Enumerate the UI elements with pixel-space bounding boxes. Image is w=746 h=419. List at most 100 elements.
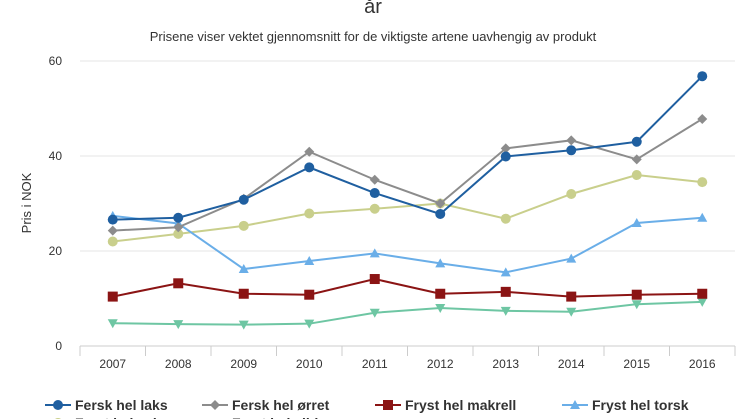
legend-label: Fryst hel torsk (592, 397, 689, 413)
data-point[interactable] (107, 236, 118, 247)
data-point[interactable] (435, 288, 446, 299)
data-point[interactable] (566, 253, 577, 263)
legend-item[interactable]: Fryst hel sei (45, 415, 157, 419)
data-point[interactable] (369, 248, 380, 258)
x-tick-label: 2013 (492, 357, 519, 371)
data-point[interactable] (566, 307, 577, 317)
x-tick-label: 2010 (296, 357, 323, 371)
data-point[interactable] (697, 212, 708, 222)
legend-label: Fryst hel sei (75, 415, 157, 419)
series-line[interactable] (112, 214, 703, 274)
series-line[interactable] (112, 118, 703, 232)
data-point[interactable] (369, 274, 380, 285)
y-tick-label: 0 (55, 339, 62, 353)
legend-item[interactable]: Fryst hel torsk (562, 397, 689, 413)
y-tick-label: 40 (49, 149, 63, 163)
data-point[interactable] (566, 135, 577, 146)
chart-subtitle: Prisene viser vektet gjennomsnitt for de… (150, 29, 597, 44)
series-4 (107, 170, 708, 247)
legend-item[interactable]: Fryst hel makrell (375, 397, 516, 413)
y-tick-label: 20 (49, 244, 63, 258)
data-point[interactable] (304, 208, 315, 219)
axis-ticks: 0 20 40 60 2007 2008 2009 2010 2011 2012 2013 2014 2… (49, 54, 736, 371)
data-point[interactable] (435, 258, 446, 268)
data-point[interactable] (369, 188, 380, 199)
data-point[interactable] (173, 222, 184, 233)
x-tick-label: 2009 (230, 357, 257, 371)
legend-item[interactable]: Fryst hel sild (202, 415, 318, 419)
legend-item[interactable]: Fersk hel ørret (202, 397, 330, 413)
data-point[interactable] (238, 220, 249, 231)
series-1 (107, 113, 708, 236)
data-point[interactable] (566, 189, 577, 199)
data-point[interactable] (697, 297, 708, 307)
y-tick-label: 60 (49, 54, 63, 68)
data-point[interactable] (500, 267, 511, 277)
data-point[interactable] (107, 214, 118, 225)
legend-marker (383, 400, 393, 410)
data-point[interactable] (238, 320, 249, 330)
legend-label: Fryst hel sild (232, 415, 318, 419)
data-point[interactable] (173, 228, 184, 239)
data-point[interactable] (435, 304, 446, 313)
data-point[interactable] (500, 151, 511, 162)
data-point[interactable] (631, 154, 642, 165)
legend-label: Fersk hel laks (75, 397, 168, 413)
data-point[interactable] (304, 319, 315, 329)
x-tick-label: 2015 (623, 357, 650, 371)
data-point[interactable] (697, 288, 708, 299)
x-tick-label: 2016 (689, 357, 716, 371)
data-point[interactable] (238, 194, 249, 205)
series-3 (107, 210, 708, 277)
legend[interactable]: Fersk hel laks Fersk hel ørret Fryst hel m… (45, 397, 689, 419)
data-point[interactable] (173, 278, 184, 289)
data-point[interactable] (566, 145, 577, 156)
series-0 (107, 71, 708, 225)
data-point[interactable] (631, 170, 642, 180)
series-line[interactable] (112, 300, 703, 326)
legend-marker (210, 400, 220, 410)
legend-item[interactable]: Fersk hel laks (45, 397, 168, 413)
data-point[interactable] (107, 225, 118, 236)
data-point[interactable] (697, 177, 708, 188)
series-group (107, 71, 708, 330)
data-point[interactable] (500, 213, 511, 224)
series-line[interactable] (112, 173, 703, 243)
data-point[interactable] (173, 320, 184, 330)
data-point[interactable] (435, 198, 446, 209)
data-point[interactable] (369, 174, 380, 185)
data-point[interactable] (631, 136, 642, 147)
data-point[interactable] (107, 319, 118, 329)
x-tick-label: 2007 (99, 357, 126, 371)
data-point[interactable] (435, 208, 446, 219)
x-tick-label: 2008 (165, 357, 192, 371)
legend-label: Fersk hel ørret (232, 397, 330, 413)
data-point[interactable] (631, 300, 642, 310)
data-point[interactable] (304, 255, 315, 265)
series-line[interactable] (112, 75, 703, 221)
data-point[interactable] (304, 289, 315, 300)
series-line[interactable] (112, 277, 703, 298)
data-point[interactable] (304, 162, 315, 173)
data-point[interactable] (173, 212, 184, 223)
data-point[interactable] (500, 143, 511, 154)
legend-marker (53, 400, 63, 410)
data-point[interactable] (697, 113, 708, 124)
legend-label: Fryst hel makrell (405, 397, 516, 413)
legend-marker (570, 400, 580, 409)
data-point[interactable] (631, 289, 642, 300)
data-point[interactable] (500, 286, 511, 297)
data-point[interactable] (369, 203, 380, 214)
data-point[interactable] (369, 308, 380, 318)
data-point[interactable] (304, 146, 315, 157)
data-point[interactable] (238, 288, 249, 299)
data-point[interactable] (107, 291, 118, 302)
data-point[interactable] (566, 291, 577, 302)
data-point[interactable] (238, 264, 249, 274)
data-point[interactable] (500, 306, 511, 316)
data-point[interactable] (697, 71, 708, 82)
series-2 (107, 274, 708, 302)
series-5 (107, 297, 708, 330)
data-point[interactable] (631, 217, 642, 227)
